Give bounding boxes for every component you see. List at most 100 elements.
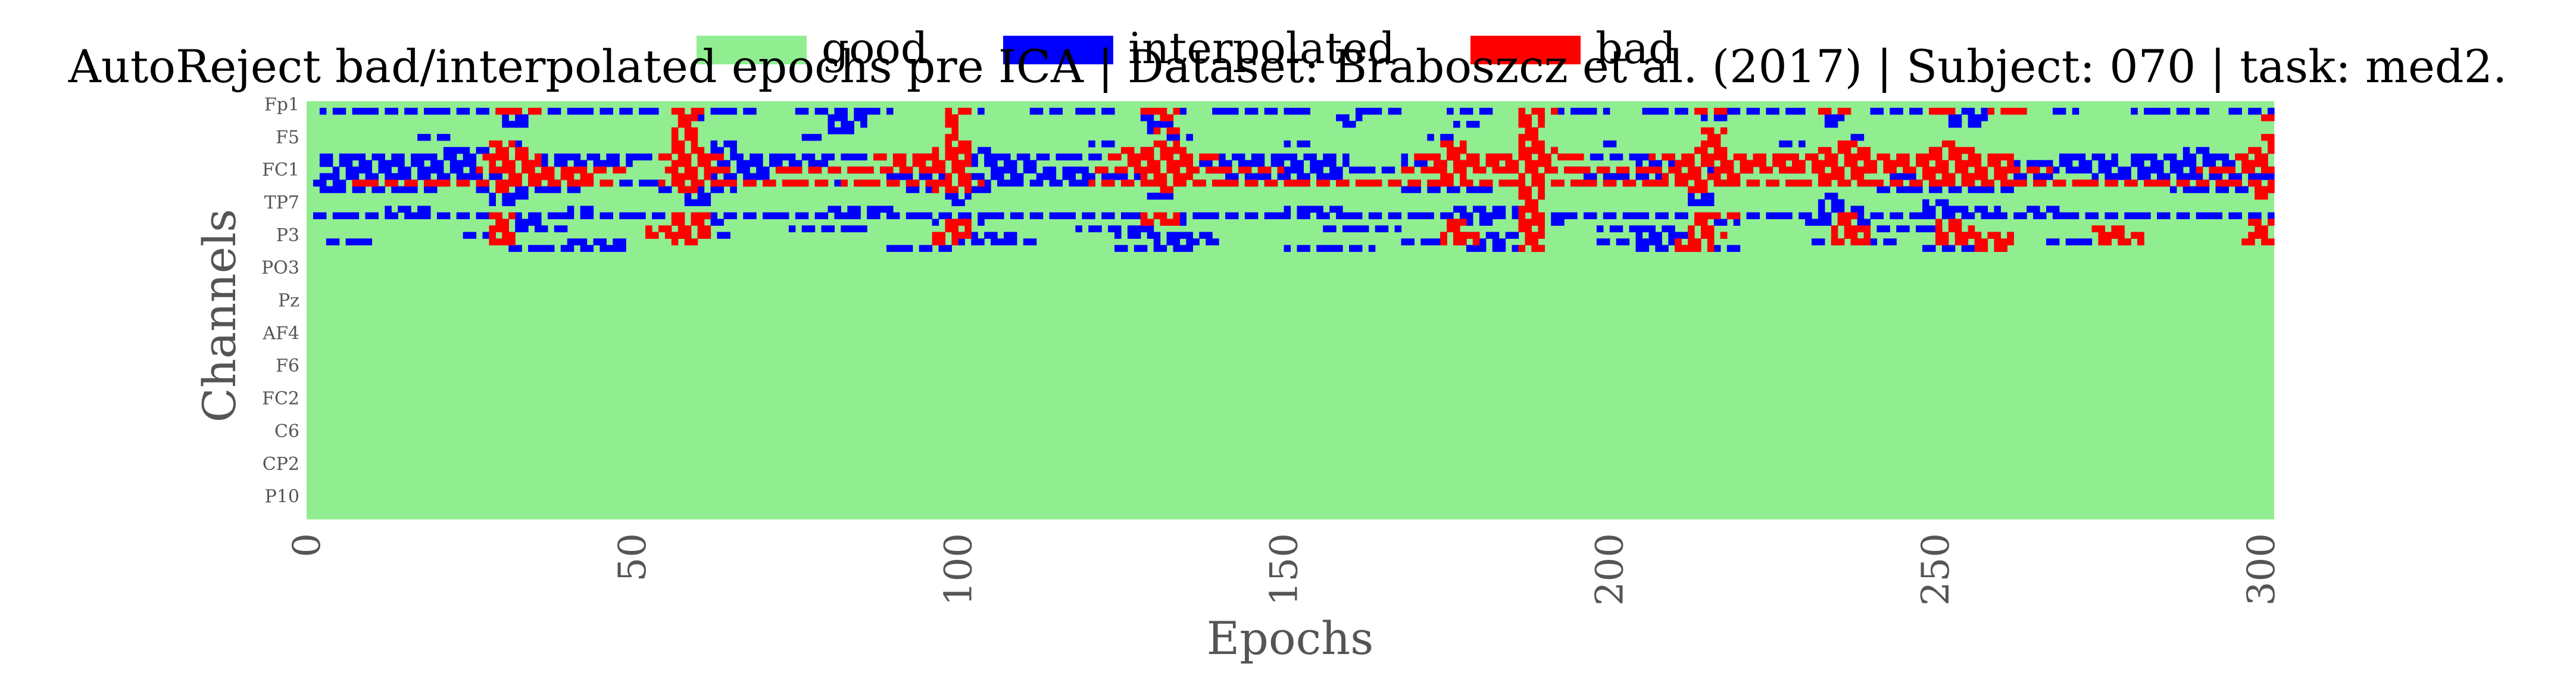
interpolated-cell: [2085, 166, 2093, 174]
bad-cell: [1896, 179, 1903, 187]
interpolated-cell: [1551, 212, 1558, 220]
interpolated-cell: [854, 205, 861, 213]
interpolated-cell: [1642, 238, 1650, 245]
bad-cell: [1635, 166, 1643, 174]
interpolated-cell: [436, 212, 444, 220]
bad-cell: [1818, 173, 1825, 180]
interpolated-cell: [599, 245, 607, 252]
bad-cell: [677, 114, 685, 122]
bad-cell: [1870, 160, 1878, 167]
bad-cell: [1186, 160, 1193, 167]
bad-cell: [1883, 160, 1890, 167]
interpolated-cell: [430, 107, 438, 115]
interpolated-cell: [801, 153, 809, 161]
bad-cell: [1153, 107, 1161, 115]
interpolated-cell: [352, 186, 360, 194]
interpolated-cell: [1277, 173, 1285, 180]
interpolated-cell: [1127, 225, 1135, 232]
interpolated-cell: [808, 225, 816, 232]
bad-cell: [1460, 173, 1467, 180]
bad-cell: [1675, 238, 1682, 245]
bad-cell: [1192, 166, 1200, 174]
interpolated-cell: [2176, 160, 2184, 167]
interpolated-cell: [710, 140, 718, 148]
bad-cell: [2241, 160, 2249, 167]
bad-cell: [1713, 147, 1721, 154]
interpolated-cell: [841, 127, 848, 135]
interpolated-cell: [1219, 160, 1226, 167]
interpolated-cell: [1896, 186, 1903, 194]
interpolated-cell: [1655, 173, 1662, 180]
bad-cell: [508, 179, 516, 187]
interpolated-cell: [2189, 173, 2197, 180]
interpolated-cell: [938, 173, 946, 180]
interpolated-cell: [1290, 107, 1298, 115]
bad-cell: [1088, 179, 1095, 187]
interpolated-cell: [1140, 225, 1148, 232]
bad-cell: [502, 147, 509, 154]
interpolated-cell: [652, 179, 659, 187]
bad-cell: [1935, 238, 1943, 245]
interpolated-cell: [997, 212, 1004, 220]
bad-cell: [508, 238, 516, 245]
interpolated-cell: [2013, 212, 2021, 220]
interpolated-cell: [515, 245, 522, 252]
bad-cell: [2033, 166, 2040, 174]
bad-cell: [1518, 205, 1526, 213]
bad-cell: [1805, 179, 1812, 187]
bad-cell: [886, 179, 894, 187]
bad-cell: [430, 179, 438, 187]
interpolated-cell: [1323, 212, 1330, 220]
interpolated-cell: [645, 179, 652, 187]
interpolated-cell: [1166, 192, 1174, 200]
interpolated-cell: [925, 186, 933, 194]
interpolated-cell: [808, 153, 816, 161]
interpolated-cell: [710, 219, 718, 226]
interpolated-cell: [522, 186, 529, 194]
bad-cell: [964, 147, 972, 154]
interpolated-cell: [801, 107, 809, 115]
bad-cell: [1140, 153, 1148, 161]
interpolated-cell: [1596, 238, 1604, 245]
bad-cell: [1525, 160, 1532, 167]
bad-cell: [1127, 147, 1135, 154]
bad-cell: [684, 186, 692, 194]
bad-cell: [704, 232, 711, 239]
bad-cell: [2137, 232, 2144, 239]
interpolated-cell: [1114, 232, 1122, 239]
bad-cell: [2118, 238, 2125, 245]
interpolated-cell: [645, 107, 652, 115]
interpolated-cell: [756, 173, 763, 180]
interpolated-cell: [801, 225, 809, 232]
bad-cell: [1831, 232, 1838, 239]
interpolated-cell: [899, 245, 907, 252]
interpolated-cell: [1212, 107, 1219, 115]
bad-cell: [1564, 153, 1571, 161]
interpolated-cell: [1648, 232, 1656, 239]
interpolated-cell: [613, 245, 620, 252]
bad-cell: [1844, 232, 1851, 239]
interpolated-cell: [991, 153, 998, 161]
bad-cell: [1166, 153, 1174, 161]
interpolated-cell: [730, 147, 737, 154]
bad-cell: [684, 153, 692, 161]
interpolated-cell: [1270, 153, 1278, 161]
interpolated-cell: [358, 186, 366, 194]
interpolated-cell: [2072, 238, 2079, 245]
bad-cell: [489, 166, 496, 174]
bad-cell: [1153, 140, 1161, 148]
interpolated-cell: [2202, 160, 2210, 167]
interpolated-cell: [2182, 212, 2190, 220]
interpolated-cell: [1199, 160, 1206, 167]
bad-cell: [1954, 153, 1962, 161]
bad-cell: [964, 186, 972, 194]
interpolated-cell: [580, 245, 588, 252]
interpolated-cell: [1850, 205, 1858, 213]
bad-cell: [489, 225, 496, 232]
bad-cell: [1974, 238, 1982, 245]
interpolated-cell: [1251, 160, 1259, 167]
interpolated-cell: [1342, 160, 1350, 167]
bad-cell: [1935, 160, 1943, 167]
interpolated-cell: [599, 212, 607, 220]
bad-cell: [1538, 147, 1545, 154]
